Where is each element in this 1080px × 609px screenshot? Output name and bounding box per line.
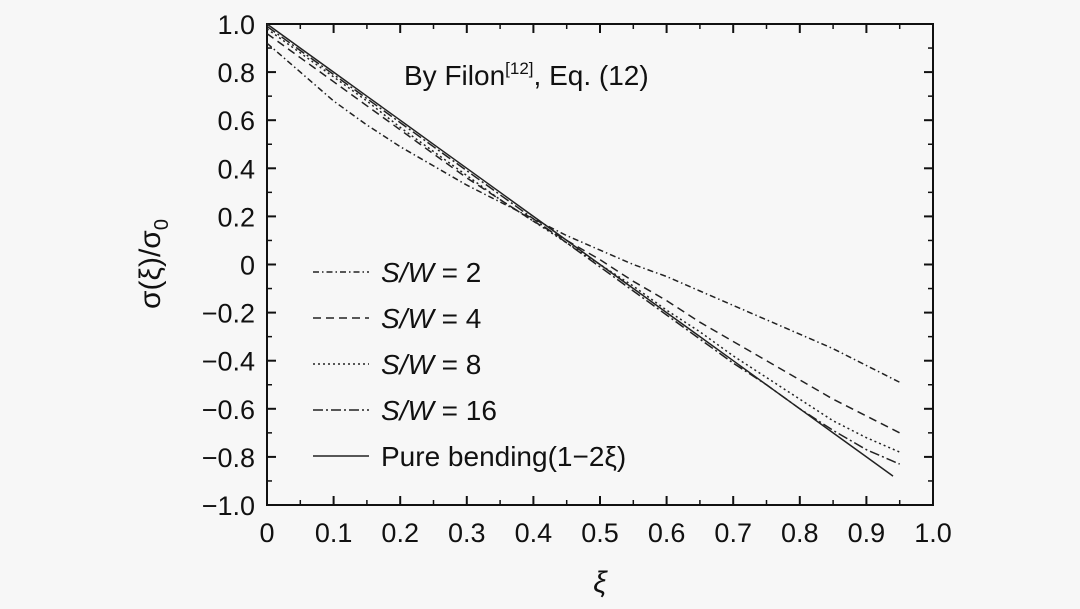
ticks: 0 0.1 0.2 0.3 0.4 0.5 0.6 0.7 0.8 0.9 1.0 1.0 0.8 0.6…	[202, 10, 952, 548]
x-axis-label: ξ	[593, 566, 608, 599]
y-axis-label: σ(ξ)/σ0	[134, 219, 173, 309]
x-tick-label: 0.4	[515, 518, 553, 548]
legend-label-2: S/W = 4	[381, 303, 481, 334]
legend: S/W = 2 S/W = 4 S/W = 8 S/W = 16 Pure bendin…	[313, 257, 626, 472]
legend-label-1: S/W = 2	[381, 257, 481, 288]
legend-label-5: Pure bending(1−2ξ)	[381, 441, 626, 472]
x-tick-label: 0.3	[448, 518, 486, 548]
y-tick-label: −1.0	[202, 491, 255, 521]
x-tick-label: 0.2	[381, 518, 419, 548]
series-line-1	[266, 42, 901, 383]
x-tick-label: 0.8	[781, 518, 819, 548]
y-tick-label: −0.4	[202, 347, 255, 377]
x-tick-label: 0	[259, 518, 274, 548]
x-tick-label: 0.7	[714, 518, 752, 548]
y-tick-label: 0	[240, 251, 255, 281]
y-axis-label-subscript: 0	[151, 219, 173, 230]
chart-annotation: By Filon[12], Eq. (12)	[404, 59, 649, 91]
y-tick-label: −0.8	[202, 443, 255, 473]
x-tick-label: 0.1	[315, 518, 353, 548]
x-tick-label: 0.5	[581, 518, 619, 548]
y-tick-label: −0.2	[202, 299, 255, 329]
series-line-5	[266, 23, 894, 477]
y-tick-label: −0.6	[202, 395, 255, 425]
y-tick-label: 0.2	[217, 202, 255, 232]
x-tick-label: 0.6	[648, 518, 686, 548]
legend-label-3: S/W = 8	[381, 349, 481, 380]
legend-label-4: S/W = 16	[381, 395, 497, 426]
x-tick-label: 1.0	[914, 518, 952, 548]
series-line-2	[266, 32, 901, 434]
y-tick-label: 0.8	[217, 58, 255, 88]
y-tick-label: 1.0	[217, 10, 255, 40]
y-tick-label: 0.6	[217, 106, 255, 136]
series-lines	[266, 23, 901, 477]
series-line-3	[266, 28, 900, 453]
annotation-superscript: [12]	[505, 59, 533, 78]
x-tick-label: 0.9	[848, 518, 886, 548]
y-tick-label: 0.4	[217, 154, 255, 184]
